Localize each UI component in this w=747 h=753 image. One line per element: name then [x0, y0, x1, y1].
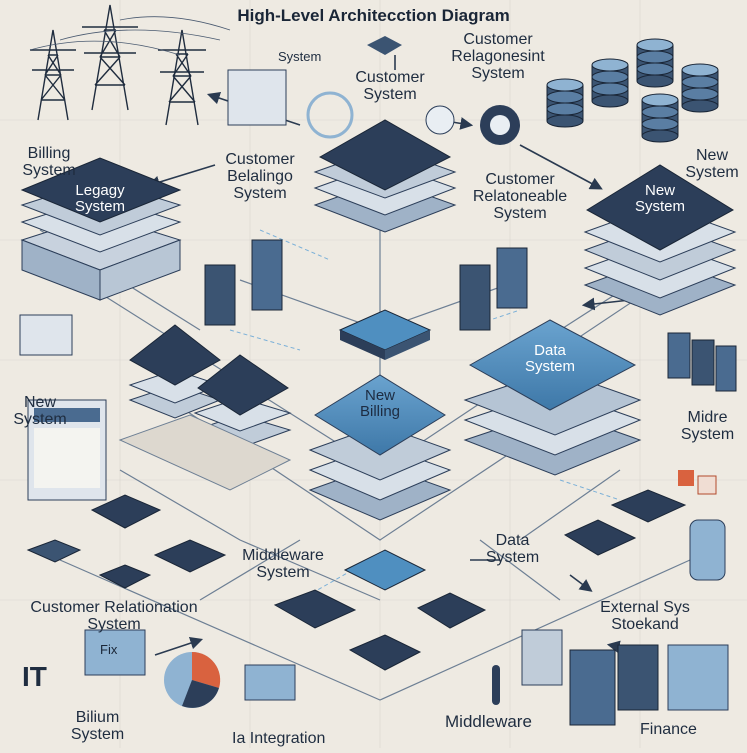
- center-top-stack: [313, 119, 457, 233]
- left-server-stacks: [118, 324, 292, 491]
- database-ring: [681, 75, 719, 89]
- power-pylon-icon: [29, 4, 231, 126]
- database-ring: [591, 58, 629, 72]
- customer-relation-label-top: Customer Relagonesint System: [451, 31, 545, 82]
- middleware-bottom-label: Middleware: [445, 712, 532, 731]
- fix-screen-label: Fix: [100, 642, 118, 657]
- finance-label: Finance: [640, 721, 697, 738]
- database-ring: [641, 93, 679, 107]
- database-ring: [636, 50, 674, 64]
- new-system-caption: New System: [634, 182, 685, 215]
- tower-servers: [204, 239, 737, 392]
- database-ring: [591, 82, 629, 96]
- new-system-label-right: New System: [685, 147, 739, 181]
- customer-relation-label-mid: Customer Relatoneable System: [472, 171, 568, 222]
- database-cylinders: [546, 38, 719, 143]
- diagram-title: High-Level Architecction Diagram: [237, 6, 510, 25]
- database-ring: [681, 63, 719, 77]
- pie-chart-icon: [164, 651, 221, 708]
- database-ring: [636, 62, 674, 76]
- data-system-caption: Data System: [524, 342, 575, 375]
- new-billing-caption: New Billing: [359, 387, 401, 420]
- database-base: [641, 129, 679, 143]
- database-ring: [641, 105, 679, 119]
- database-base: [636, 74, 674, 88]
- system-label: System: [278, 49, 322, 64]
- dice-icon: [678, 470, 717, 495]
- data-system-stack: [463, 319, 642, 476]
- external-stoekand-label: External Sys Stoekand: [600, 599, 690, 633]
- it-label: IT: [22, 661, 47, 692]
- database-ring: [641, 117, 679, 131]
- billing-system-label: Billing System: [22, 145, 76, 179]
- router-box: [338, 309, 432, 360]
- lower-devices: [26, 489, 729, 726]
- legacy-system-caption: Legagy System: [74, 182, 125, 215]
- database-ring: [681, 87, 719, 101]
- customer-system-label: Customer System: [355, 69, 425, 103]
- legacy-system-stack: [20, 157, 182, 301]
- new-system-label-left: New System: [13, 394, 67, 428]
- database-ring: [591, 70, 629, 84]
- new-system-stack: [583, 164, 737, 316]
- database-ring: [546, 102, 584, 116]
- middleware-system-label: Middleware System: [242, 547, 324, 581]
- database-base: [591, 94, 629, 108]
- midre-system-label: Midre System: [680, 409, 735, 443]
- customer-bellingo-label: Customer Belalingo System: [225, 151, 295, 202]
- database-ring: [636, 38, 674, 52]
- screens: [19, 69, 296, 701]
- ia-integration-label: Ia Integration: [232, 730, 326, 747]
- database-ring: [546, 90, 584, 104]
- database-base: [546, 114, 584, 128]
- new-billing-stack: [308, 374, 452, 521]
- customer-relationation-label: Customer Relationation System: [30, 599, 198, 633]
- data-system-label-lower: Data System: [485, 532, 540, 566]
- circle-icons: [306, 36, 520, 145]
- bilium-system-label: Bilium System: [70, 709, 125, 743]
- database-base: [681, 99, 719, 113]
